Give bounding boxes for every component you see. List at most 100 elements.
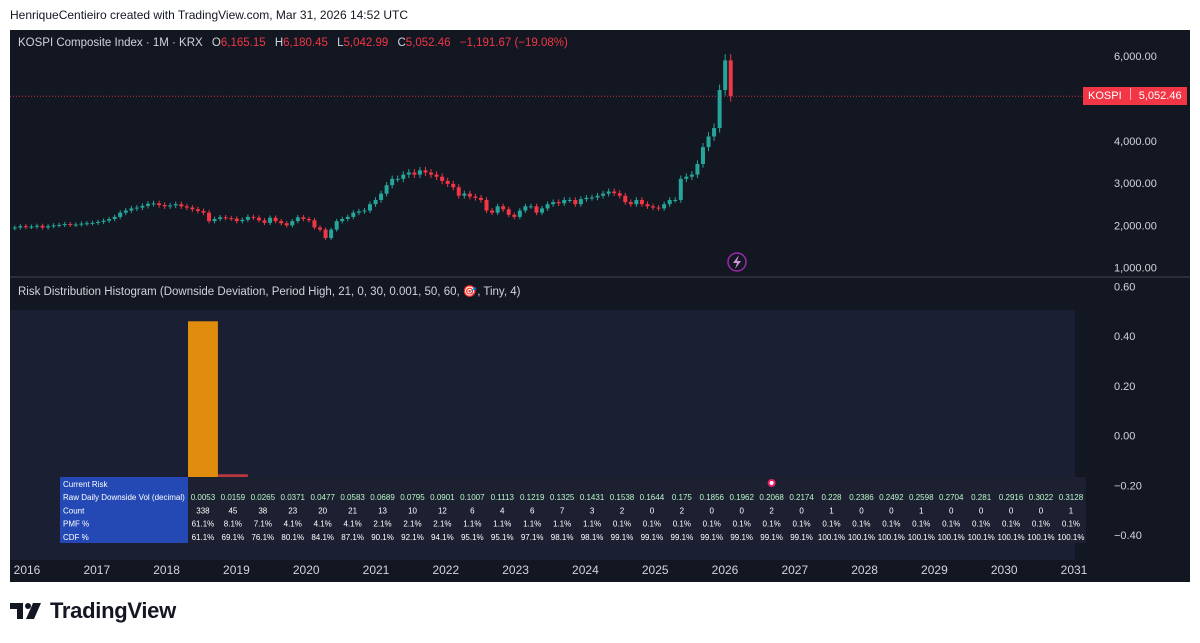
candle-body: [12, 227, 17, 229]
table-cell-vol: 0.0053: [191, 493, 216, 502]
close-label: C: [397, 37, 406, 49]
high-label: H: [274, 37, 284, 49]
candle-body: [329, 229, 334, 239]
candle-body: [195, 209, 200, 211]
table-cell-cdf: 100.1%: [938, 533, 965, 542]
candle-body: [639, 199, 644, 205]
table-cell-count: 0: [710, 506, 715, 515]
tradingview-logo[interactable]: TradingView: [10, 598, 176, 624]
table-cell-count: 3: [590, 506, 595, 515]
table-cell-vol: 0.1431: [580, 493, 605, 502]
candle-body: [123, 210, 128, 213]
table-cell-pmf: 2.1%: [433, 520, 451, 529]
table-cell-vol: 0.1644: [640, 493, 665, 502]
candle-body: [528, 206, 533, 208]
time-axis-tick-label: 2024: [572, 563, 599, 577]
table-cell-vol: 0.0265: [251, 493, 276, 502]
histogram-bar: [188, 321, 218, 503]
table-cell-vol: 0.1007: [460, 493, 485, 502]
tradingview-logo-icon: [10, 603, 41, 619]
table-cell-count: 1: [829, 506, 834, 515]
candle-body: [240, 219, 245, 222]
candle-body: [456, 187, 461, 196]
candle-body: [318, 227, 323, 230]
candle-body: [645, 204, 650, 207]
candle-body: [678, 178, 683, 200]
candle-body: [412, 172, 417, 175]
candle-body: [506, 209, 511, 215]
table-cell-cdf: 76.1%: [251, 533, 274, 542]
candle-body: [429, 172, 434, 175]
table-cell-cdf: 99.1%: [730, 533, 753, 542]
candle-body: [290, 221, 295, 226]
candle-body: [212, 219, 217, 222]
candle-body: [723, 60, 728, 90]
statistics-table: Current Risk Raw Daily Downside Vol (deci…: [60, 477, 1086, 543]
table-cell-count: 0: [889, 506, 894, 515]
table-cell-pmf: 2.1%: [373, 520, 391, 529]
table-cell-cdf: 80.1%: [281, 533, 304, 542]
candle-body: [40, 225, 45, 228]
table-cell-pmf: 0.1%: [822, 520, 840, 529]
candle-body: [512, 214, 517, 217]
table-cell-vol: 0.2174: [789, 493, 814, 502]
chart-canvas[interactable]: 1,000.00 2,000.00 3,000.00 4,000.00 6,000.00…: [10, 30, 1190, 582]
table-cell-pmf: 0.1%: [942, 520, 960, 529]
candle-body: [295, 217, 300, 222]
table-cell-vol: 0.0583: [340, 493, 365, 502]
candle-body: [628, 202, 633, 205]
price-axis-tick-label: 6,000.00: [1114, 51, 1157, 63]
candle-body: [578, 199, 583, 205]
target-icon: [767, 479, 776, 487]
table-cell-count: 23: [288, 506, 297, 515]
table-cell-cdf: 99.1%: [671, 533, 694, 542]
table-cell-cdf: 99.1%: [641, 533, 664, 542]
histogram-axis-tick-label: 0.00: [1114, 431, 1135, 443]
candle-body: [406, 172, 411, 175]
candle-body: [323, 229, 328, 239]
candle-body: [96, 221, 101, 223]
candle-body: [284, 223, 289, 226]
candle-body: [340, 219, 345, 222]
candle-body: [218, 217, 223, 220]
candle-body: [662, 204, 667, 209]
candle-body: [345, 216, 350, 220]
table-cell-vol: 0.0477: [310, 493, 335, 502]
table-row-label: Raw Daily Downside Vol (decimal): [63, 493, 185, 502]
candle-body: [534, 206, 539, 213]
table-cell-pmf: 1.1%: [583, 520, 601, 529]
table-cell-vol: 0.228: [821, 493, 842, 502]
change-value: −1,191.67 (−19.08%): [459, 37, 568, 49]
candle-body: [262, 220, 267, 223]
candle-body: [673, 199, 678, 201]
candle-body: [667, 199, 672, 205]
candle-body: [18, 226, 23, 228]
candle-body: [251, 216, 256, 218]
table-cell-count: 21: [348, 506, 357, 515]
candle-body: [445, 180, 450, 184]
price-badge-divider: [1129, 88, 1131, 101]
candle-body: [134, 207, 139, 209]
table-body: [188, 477, 1086, 543]
table-cell-vol: 0.2386: [849, 493, 874, 502]
table-cell-pmf: 0.1%: [792, 520, 810, 529]
time-axis-tick-label: 2027: [781, 563, 808, 577]
indicator-legend[interactable]: Risk Distribution Histogram (Downside De…: [18, 284, 520, 298]
candle-body: [601, 193, 606, 196]
candle-body: [373, 199, 378, 205]
time-axis-tick-label: 2025: [642, 563, 669, 577]
candle-body: [129, 208, 134, 211]
table-cell-pmf: 0.1%: [673, 520, 691, 529]
table-cell-count: 4: [500, 506, 505, 515]
candle-body: [29, 226, 34, 228]
table-cell-pmf: 0.1%: [763, 520, 781, 529]
chart-pane[interactable]: 1,000.00 2,000.00 3,000.00 4,000.00 6,000.00…: [10, 30, 1190, 582]
table-cell-count: 20: [318, 506, 327, 515]
table-cell-cdf: 99.1%: [790, 533, 813, 542]
table-cell-vol: 0.175: [672, 493, 693, 502]
lightning-icon: [727, 252, 747, 272]
table-cell-cdf: 99.1%: [700, 533, 723, 542]
time-axis-tick-label: 2022: [432, 563, 459, 577]
candle-body: [151, 203, 156, 205]
table-cell-cdf: 97.1%: [521, 533, 544, 542]
